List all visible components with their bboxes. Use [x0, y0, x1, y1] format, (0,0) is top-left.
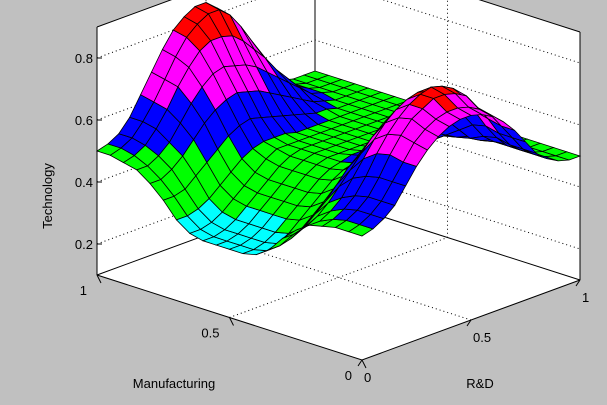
rd-tick — [357, 359, 363, 367]
rd-tick — [466, 319, 472, 327]
top-back-edges — [96, 0, 581, 33]
manufacturing-tick-label: 0 — [345, 368, 352, 383]
manufacturing-tick — [96, 274, 102, 284]
manufacturing-tick — [229, 317, 234, 326]
rd-tick-label: 1 — [582, 290, 589, 305]
rd-tick — [575, 279, 581, 287]
technology-tick-label: 0.8 — [75, 51, 93, 66]
technology-tick-label: 0.6 — [75, 113, 93, 128]
z-axis-label: Technology — [40, 163, 55, 229]
manufacturing-tick — [361, 359, 367, 369]
grid-line-rd — [205, 0, 472, 321]
manufacturing-tick-label: 1 — [80, 283, 87, 298]
y-axis-label: Manufacturing — [133, 376, 215, 391]
manufacturing-tick-label: 0.5 — [201, 326, 219, 341]
technology-tick-label: 0.4 — [75, 175, 93, 190]
rd-tick-label: 0.5 — [473, 330, 491, 345]
rd-tick-label: 0 — [364, 370, 371, 385]
technology-tick-label: 0.2 — [75, 237, 93, 252]
surface-patch — [554, 151, 582, 161]
x-axis-label: R&D — [466, 376, 493, 391]
